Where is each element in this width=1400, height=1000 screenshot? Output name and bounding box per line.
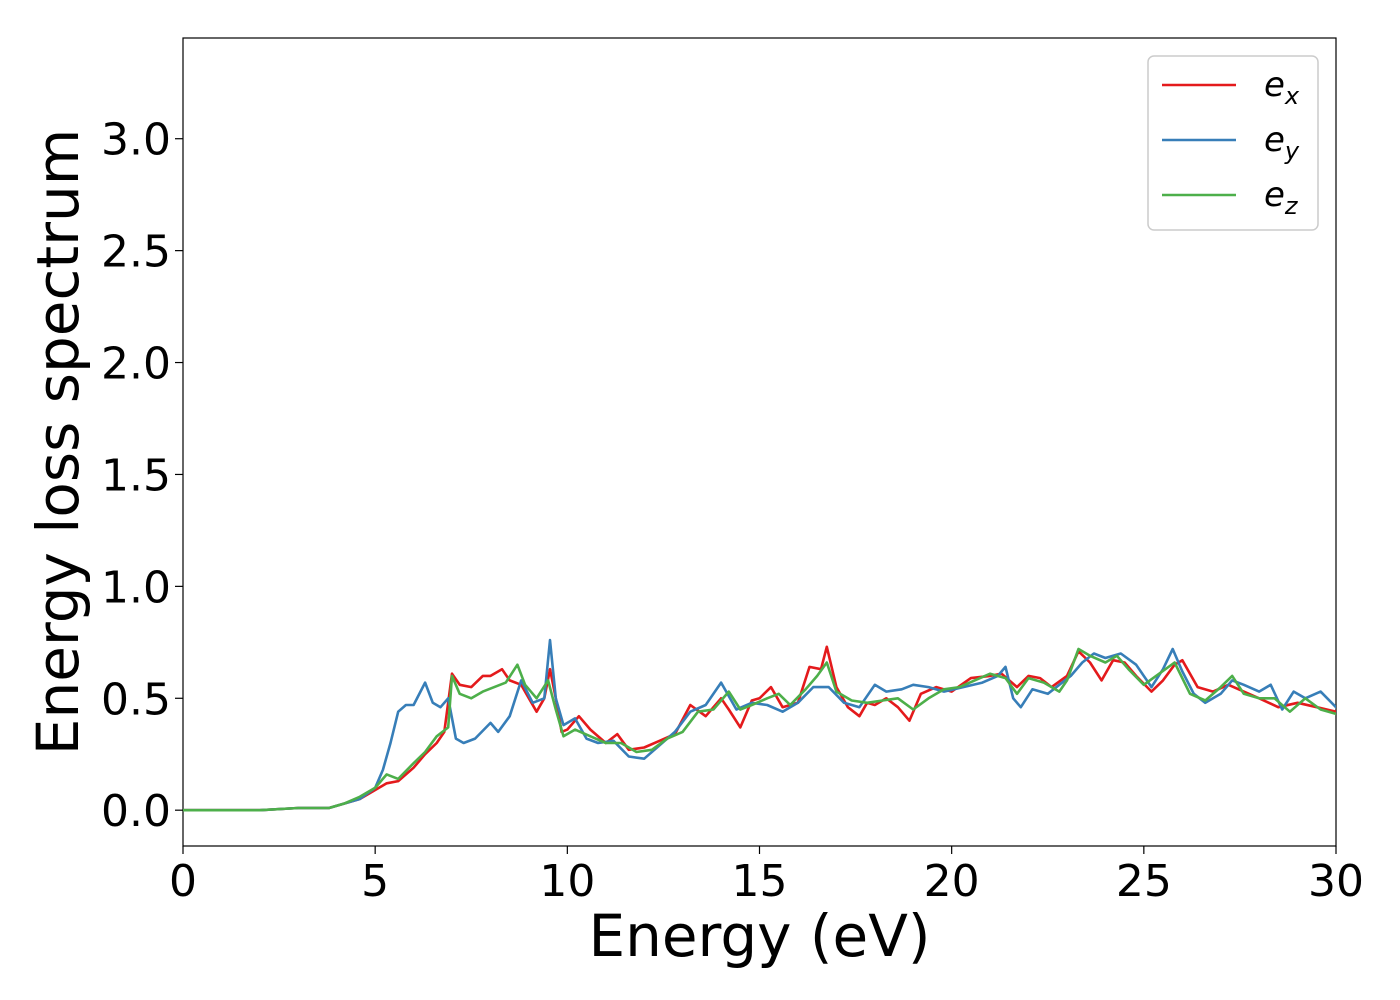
y-tick-label: 2.0 bbox=[101, 339, 171, 390]
y-tick-label: 2.5 bbox=[101, 227, 171, 278]
x-tick-label: 10 bbox=[539, 856, 595, 907]
legend-box bbox=[1147, 55, 1319, 231]
series-line-x bbox=[183, 645, 1336, 812]
x-axis-title: Energy (eV) bbox=[588, 902, 930, 970]
y-tick-label: 1.5 bbox=[101, 450, 171, 501]
series-line-y bbox=[183, 638, 1336, 812]
x-tick-label: 30 bbox=[1308, 856, 1364, 907]
x-tick-label: 25 bbox=[1116, 856, 1172, 907]
x-tick-label: 5 bbox=[361, 856, 389, 907]
y-tick-label: 0.0 bbox=[101, 786, 171, 837]
y-tick-label: 0.5 bbox=[101, 674, 171, 725]
series-lines bbox=[183, 638, 1336, 812]
x-tick-label: 20 bbox=[924, 856, 980, 907]
y-tick-label: 1.0 bbox=[101, 562, 171, 613]
x-tick-label: 0 bbox=[169, 856, 197, 907]
y-axis-title: Energy loss spectrum bbox=[24, 129, 92, 755]
x-axis-ticks: 0 5 10 15 20 25 30 bbox=[169, 846, 1364, 907]
x-tick-label: 15 bbox=[732, 856, 788, 907]
series-line-z bbox=[183, 647, 1336, 812]
y-tick-label: 3.0 bbox=[101, 115, 171, 166]
y-axis-ticks: 0.0 0.5 1.0 1.5 2.0 2.5 3.0 bbox=[101, 115, 183, 837]
